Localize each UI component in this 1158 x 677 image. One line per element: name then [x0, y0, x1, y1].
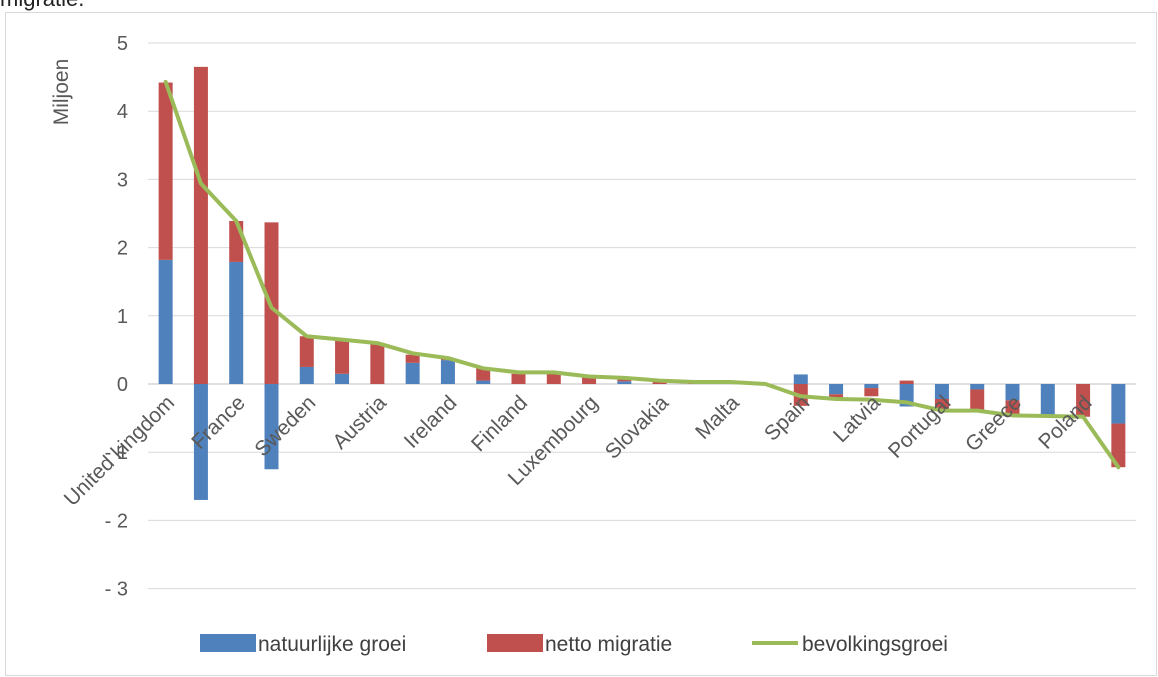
- category-label: Slovakia: [601, 391, 674, 464]
- bar-netto-migratie: [229, 221, 244, 262]
- bar-netto-migratie: [335, 341, 350, 374]
- bar-natuurlijke-groei: [829, 384, 844, 395]
- bar-netto-migratie: [158, 82, 173, 260]
- bar-natuurlijke-groei: [864, 384, 879, 389]
- legend: natuurlijke groei netto migratie bevolking…: [200, 633, 948, 656]
- bar-netto-migratie: [899, 380, 914, 384]
- bar-netto-migratie: [405, 354, 420, 363]
- category-label: United kingdom: [60, 391, 179, 510]
- bar-natuurlijke-groei: [440, 360, 455, 384]
- bar-netto-migratie: [617, 378, 632, 382]
- y-tick-labels: 5 4 3 2 1 0 - 1 - 2 - 3: [105, 33, 128, 601]
- bar-natuurlijke-groei: [229, 261, 244, 384]
- line-bevolkingsgroei: [163, 79, 1121, 470]
- y-tick-label: 2: [117, 238, 128, 260]
- bar-natuurlijke-groei: [405, 362, 420, 384]
- y-tick-label: 4: [117, 101, 128, 123]
- bar-natuurlijke-groei: [1040, 384, 1055, 415]
- bars: [158, 66, 1126, 500]
- legend-label: bevolkingsgroei: [802, 633, 948, 656]
- bar-netto-migratie: [970, 389, 985, 410]
- category-labels: United kingdom France Sweden Austria Ireland…: [60, 391, 1097, 511]
- bar-netto-migratie: [193, 66, 208, 385]
- y-tick-label: - 3: [105, 579, 128, 601]
- chart-frame: [5, 12, 1157, 676]
- legend-label: netto migratie: [545, 633, 672, 656]
- bar-netto-migratie: [511, 373, 526, 384]
- bar-netto-migratie: [370, 344, 385, 384]
- gridlines: [148, 42, 1136, 590]
- bar-natuurlijke-groei: [264, 384, 279, 470]
- bar-netto-migratie: [1076, 384, 1091, 417]
- y-axis-title: Miljoen: [50, 59, 73, 126]
- category-label: Malta: [691, 391, 744, 444]
- growth-line: [163, 79, 1121, 470]
- bar-natuurlijke-groei: [1005, 384, 1020, 401]
- legend-swatch: [487, 634, 543, 652]
- y-tick-label: 3: [117, 169, 128, 191]
- bar-netto-migratie: [1005, 400, 1020, 416]
- bar-netto-migratie: [934, 399, 949, 411]
- bar-netto-migratie: [546, 373, 561, 384]
- bar-natuurlijke-groei: [970, 384, 985, 390]
- bar-netto-migratie: [299, 336, 314, 367]
- category-label: Spain: [760, 391, 814, 445]
- bar-netto-migratie: [829, 394, 844, 400]
- legend-label: natuurlijke groei: [258, 633, 406, 656]
- bar-natuurlijke-groei: [299, 366, 314, 384]
- bar-netto-migratie: [582, 377, 597, 384]
- category-label: Finland: [467, 391, 532, 456]
- y-tick-label: - 1: [105, 442, 128, 464]
- bar-natuurlijke-groei: [193, 384, 208, 500]
- bar-netto-migratie: [864, 388, 879, 397]
- bar-natuurlijke-groei: [335, 373, 350, 384]
- y-tick-label: - 2: [105, 510, 128, 532]
- bar-natuurlijke-groei: [476, 380, 491, 384]
- y-tick-label: 0: [117, 374, 128, 396]
- bar-netto-migratie: [1111, 423, 1126, 468]
- legend-swatch: [200, 634, 256, 652]
- bar-natuurlijke-groei: [793, 374, 808, 384]
- category-label: Sweden: [250, 391, 320, 461]
- bar-natuurlijke-groei: [158, 259, 173, 384]
- bar-natuurlijke-groei: [934, 384, 949, 400]
- category-label: Ireland: [400, 391, 462, 453]
- bar-netto-migratie: [652, 381, 667, 384]
- bar-natuurlijke-groei: [617, 381, 632, 384]
- y-tick-label: 5: [117, 33, 128, 55]
- bar-natuurlijke-groei: [1111, 384, 1126, 424]
- category-label: Austria: [328, 391, 391, 454]
- bar-netto-migratie: [476, 368, 491, 381]
- caption-fragment: migratie.: [0, 0, 84, 12]
- y-tick-label: 1: [117, 306, 128, 328]
